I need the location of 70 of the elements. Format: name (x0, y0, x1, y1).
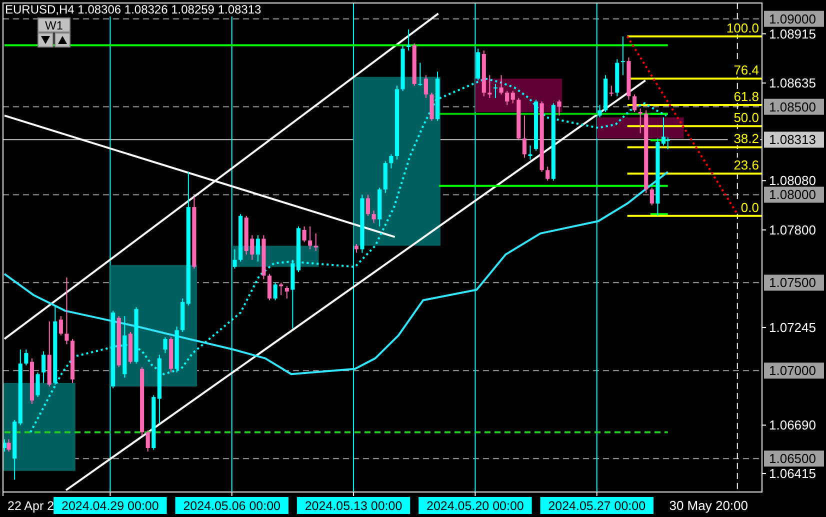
candlestick (314, 232, 318, 252)
candlestick (505, 90, 510, 106)
candlestick (308, 226, 312, 250)
candlestick (493, 83, 498, 98)
candlestick (522, 115, 526, 158)
candlestick (284, 286, 289, 300)
x-tick-label: 2024.05.27 00:00 (548, 499, 646, 513)
candlestick (557, 99, 562, 116)
ref-line-label: 1.07500 (769, 275, 816, 290)
candlestick (36, 372, 40, 398)
candlestick (650, 187, 654, 206)
candlestick (638, 108, 642, 134)
candlestick (609, 85, 614, 97)
y-tick-label: 1.07245 (769, 320, 816, 336)
candlestick (273, 282, 278, 301)
ref-line-label: 1.08000 (769, 187, 816, 202)
y-tick-label: 1.07800 (769, 222, 816, 238)
ref-line-label: 1.09000 (769, 11, 816, 26)
y-tick-label: 1.06690 (769, 418, 816, 433)
candlestick (256, 234, 260, 262)
candlestick (620, 36, 625, 76)
candlestick (389, 154, 394, 169)
series-label: 100.0 (726, 20, 759, 36)
ref-line-label: 1.07000 (769, 363, 816, 378)
chart-title: EURUSD,H4 1.08306 1.08326 1.08259 1.08313 (5, 2, 262, 16)
candlestick (42, 350, 46, 384)
candlestick (424, 74, 428, 98)
candlestick (632, 94, 637, 113)
ref-line-label: 1.08313 (769, 132, 816, 148)
candlestick (6, 438, 11, 452)
candlestick (499, 74, 504, 95)
series-label: 23.6 (734, 158, 759, 173)
candlestick (302, 226, 306, 243)
candlestick (406, 28, 411, 51)
timeframe-button: W1 (38, 18, 70, 32)
candlestick (3, 438, 6, 452)
candlestick (24, 349, 28, 366)
candlestick (488, 74, 492, 98)
series-label: 61.8 (734, 89, 759, 104)
candlestick (666, 136, 670, 150)
candlestick (418, 62, 422, 86)
x-tick-label: 2024.05.20 00:00 (426, 499, 524, 513)
candlestick (366, 194, 370, 216)
series-label: 50.0 (734, 110, 759, 126)
y-tick-label: 1.06415 (769, 466, 816, 482)
candlestick (510, 90, 515, 104)
series-label: 76.4 (734, 62, 759, 78)
y-tick-label: 1.08080 (769, 173, 816, 188)
candlestick (64, 276, 69, 345)
series-label: 38.2 (734, 131, 759, 146)
candlestick (528, 144, 532, 160)
candlestick (58, 316, 63, 336)
x-tick-label: 2024.05.06 00:00 (183, 499, 281, 513)
ref-line-label: 1.08500 (769, 99, 816, 114)
candlestick (372, 210, 376, 224)
candlestick (267, 273, 272, 301)
x-tick-label: 22 Apr 2 (8, 499, 54, 513)
x-tick-label: 2024.04.29 00:00 (62, 499, 159, 513)
y-tick-label: 1.08915 (769, 26, 816, 42)
ref-line-label: 1.06500 (769, 451, 816, 466)
candlestick (163, 336, 168, 354)
candlestick (546, 166, 550, 182)
annotation: W1 (45, 18, 64, 32)
text: 30 May 20:00 (669, 498, 748, 513)
line-series (3, 170, 669, 376)
x-tick-label: 2024.05.13 00:00 (304, 499, 402, 513)
candlestick (661, 116, 666, 146)
series-label: 0.0 (740, 200, 759, 215)
candlestick (146, 430, 150, 452)
y-tick-label: 1.08635 (769, 76, 816, 91)
